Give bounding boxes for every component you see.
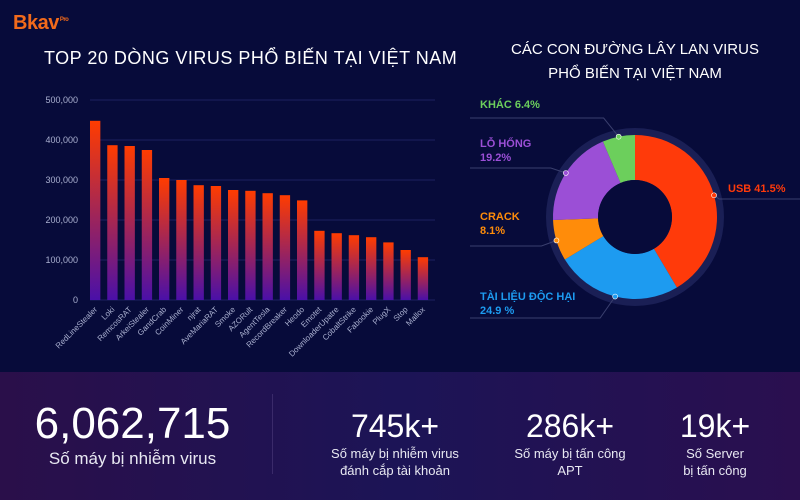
y-tick-label: 100,000: [45, 255, 78, 265]
x-category-label: PlugX: [371, 305, 393, 327]
pie-label-LỖ HỔNG: LỖ HỔNG 19.2%: [480, 137, 531, 165]
stat-label: Số máy bị nhiễm virus: [48, 449, 217, 468]
bar-AgentTesla: [262, 193, 273, 300]
bar-Stop: [400, 250, 411, 300]
pie-label-TÀI LIỆU ĐỘC HẠI: TÀI LIỆU ĐỘC HẠI 24.9 %: [480, 290, 575, 318]
slice-USB: [635, 135, 717, 288]
stat-label-line1: Số máy bị tấn công: [514, 446, 626, 461]
bar-njrat: [193, 185, 204, 300]
slice-marker: [711, 192, 717, 199]
stat-label-line1: Số máy bị nhiễm virus: [331, 446, 459, 461]
slice-marker: [563, 170, 569, 176]
bar-RemcosRAT: [124, 146, 135, 300]
divider: [272, 394, 273, 474]
bar-Smoke: [228, 190, 239, 300]
charts-canvas: 0 100,000 200,000 300,000 400,000 500,000 RedL…: [45, 95, 800, 359]
stat-apt: 286k+ Số máy bị tấn công APT: [500, 408, 640, 479]
stat-number: 6,062,715: [34, 399, 231, 448]
leader-line: [470, 167, 566, 174]
pie-chart-title: CÁC CON ĐƯỜNG LÂY LAN VIRUS PHỔ BIẾN TẠI …: [470, 38, 800, 86]
stat-label-line2: bị tấn công: [683, 463, 747, 478]
pie-label-CRACK: CRACK 8.1%: [480, 210, 520, 238]
slice-name: KHÁC: [480, 99, 512, 111]
slice-name: USB: [728, 183, 752, 195]
stat-label-line1: Số Server: [686, 446, 744, 461]
slice-percent: 8.1%: [480, 225, 506, 237]
bar-RecordBreaker: [279, 195, 291, 300]
slice-name: TÀI LIỆU ĐỘC HẠI: [480, 291, 576, 303]
pie-label-KHÁC: KHÁC 6.4%: [480, 98, 540, 112]
y-tick-label: 0: [73, 295, 78, 305]
stat-label-line2: APT: [557, 463, 583, 478]
pie-label-USB: USB 41.5%: [728, 182, 786, 196]
slice-name: LỖ HỔNG: [480, 138, 532, 150]
leader-line: [470, 117, 620, 137]
slice-marker: [553, 237, 560, 244]
bar-Loki: [107, 145, 118, 300]
bar-AZORult: [245, 190, 256, 300]
bar-CoinMiner: [176, 180, 187, 300]
pie-title-line1: CÁC CON ĐƯỜNG LÂY LAN VIRUS: [511, 41, 759, 58]
y-tick-label: 200,000: [45, 215, 78, 225]
bar-RedLineStealer: [90, 120, 101, 300]
slice-percent: 6.4%: [514, 99, 540, 111]
y-tick-label: 400,000: [45, 135, 78, 145]
stat-number: 745k+: [350, 408, 440, 444]
bkav-logo: BkavPro: [13, 12, 69, 35]
slice-TÀI LIỆU ĐỘC HẠI: [564, 236, 677, 299]
bar-PlugX: [383, 242, 394, 300]
slice-KHÁC: [602, 135, 635, 183]
bar-Emotet: [314, 230, 325, 300]
pie-title-line2: PHỔ BIẾN TẠI VIỆT NAM: [548, 65, 722, 82]
bar-ArkeiStealer: [141, 150, 153, 300]
logo-suffix: Pro: [59, 17, 69, 24]
x-category-label: RedLineStealer: [54, 305, 100, 351]
bar-Mallox: [417, 257, 429, 300]
x-category-label: Mallox: [404, 305, 427, 328]
bar-chart-title: TOP 20 DÒNG VIRUS PHỔ BIẾN TẠI VIỆT NAM: [44, 48, 458, 68]
stat-number: 286k+: [525, 408, 615, 444]
donut-hole: [598, 180, 672, 254]
bar-Heodo: [297, 200, 308, 300]
slice-percent: 41.5%: [754, 183, 786, 195]
slice-LỖ HỔNG: [553, 141, 621, 220]
leader-line: [470, 296, 616, 319]
bar-CobaltStrike: [348, 235, 360, 300]
stat-account-theft: 745k+ Số máy bị nhiễm virus đánh cắp tài…: [310, 408, 480, 479]
slice-marker: [615, 133, 622, 140]
y-tick-label: 500,000: [45, 95, 78, 105]
stat-label-line2: đánh cắp tài khoản: [340, 463, 450, 478]
y-tick-label: 300,000: [45, 175, 78, 185]
leader-line: [470, 240, 557, 247]
slice-percent: 19.2%: [480, 152, 512, 164]
stat-servers: 19k+ Số Server bị tấn công: [665, 408, 765, 479]
slice-percent: 24.9 %: [480, 305, 515, 317]
bar-Fabookie: [366, 237, 377, 300]
stat-total-infected: 6,062,715 Số máy bị nhiễm virus: [30, 400, 235, 470]
slice-CRACK: [553, 218, 604, 260]
bar-AveMariaRAT: [210, 186, 222, 300]
slice-marker: [612, 293, 618, 300]
stats-band: 6,062,715 Số máy bị nhiễm virus 745k+ Số…: [0, 372, 800, 500]
logo-text: Bkav: [13, 12, 59, 34]
slice-name: CRACK: [480, 211, 520, 223]
stat-number: 19k+: [679, 408, 751, 444]
bar-DownloaderUpatre: [331, 233, 342, 300]
bar-GandCrab: [159, 178, 170, 300]
